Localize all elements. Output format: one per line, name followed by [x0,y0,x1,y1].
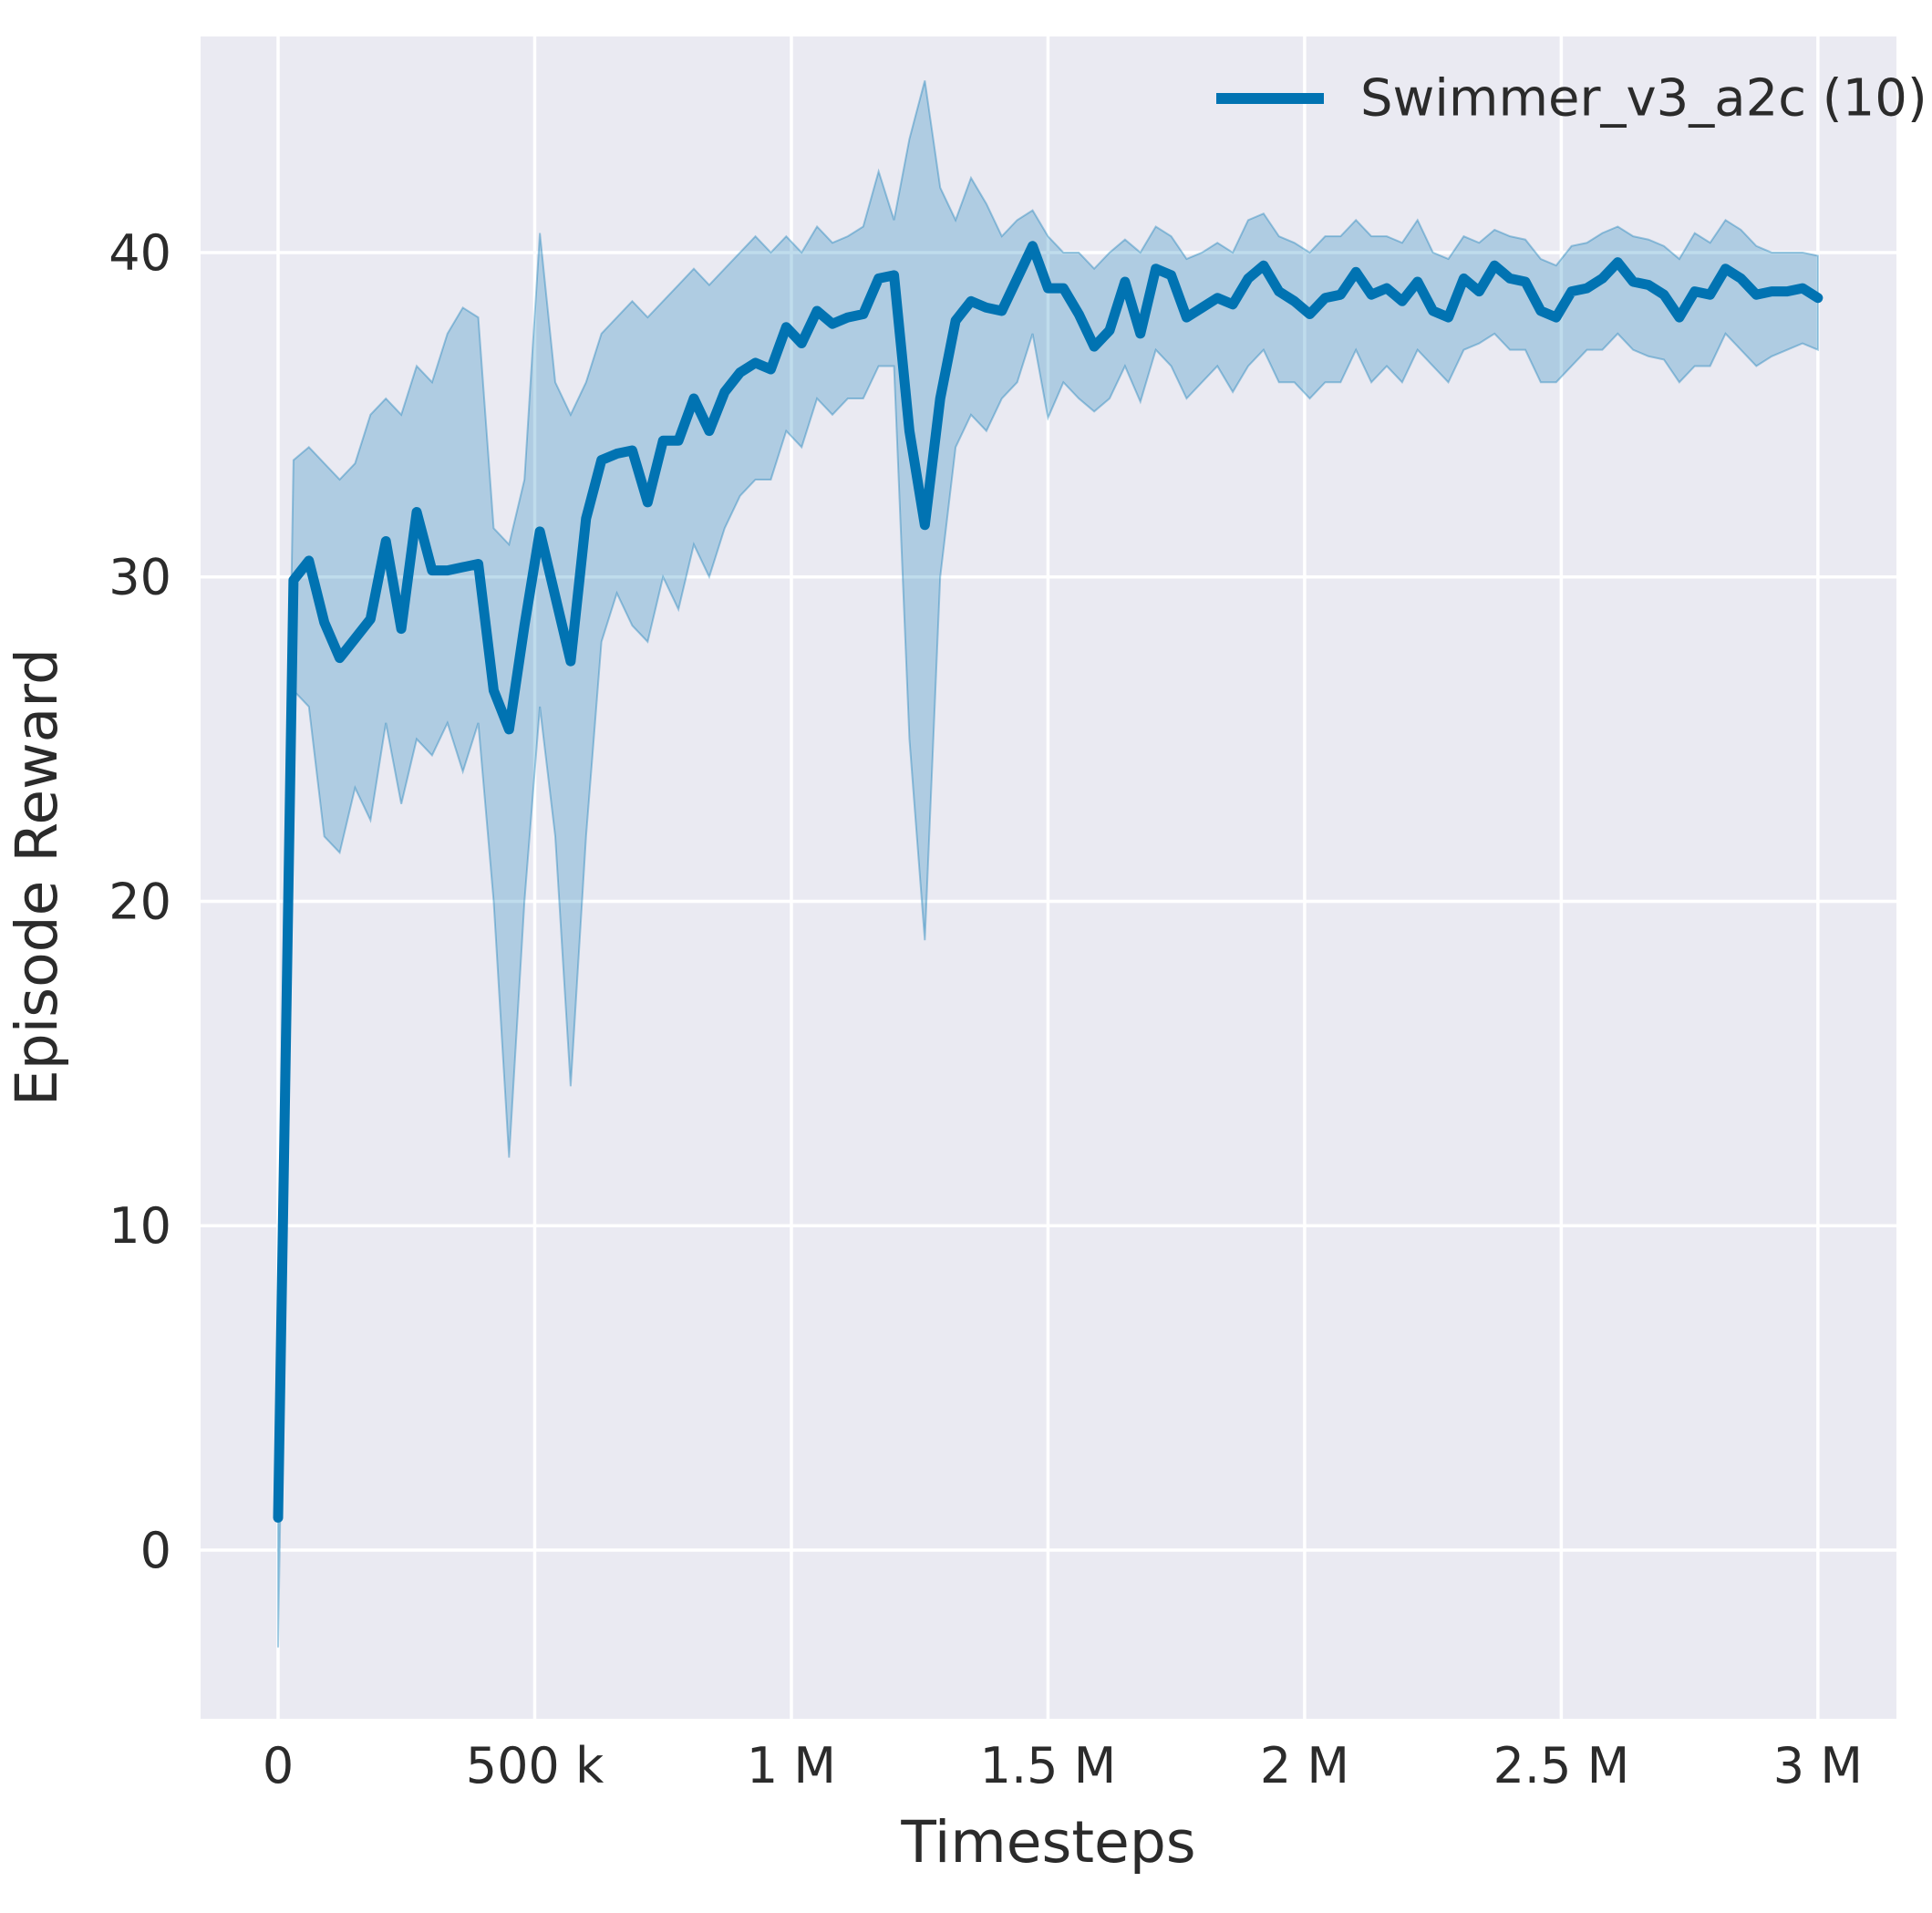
y-tick-label: 40 [108,224,171,282]
x-tick-label: 1.5 M [980,1737,1117,1794]
y-tick-label: 0 [140,1522,171,1579]
y-tick-labels: 0 10 20 30 40 [108,224,171,1579]
x-tick-label: 1 M [747,1737,836,1794]
x-tick-label: 2.5 M [1493,1737,1630,1794]
grid [201,36,1896,1719]
x-tick-label: 2 M [1260,1737,1349,1794]
confidence-band [277,80,1819,1648]
y-axis-label: Episode Reward [4,648,70,1106]
x-tick-labels: 0 500 k 1 M 1.5 M 2 M 2.5 M 3 M [263,1737,1863,1794]
x-tick-label: 500 k [466,1737,604,1794]
x-axis-label: Timesteps [900,1809,1195,1876]
legend: Swimmer_v3_a2c (10) [1216,69,1927,129]
mean-line [273,241,1824,1523]
legend-label: Swimmer_v3_a2c (10) [1360,69,1927,129]
y-tick-label: 20 [108,873,171,930]
y-tick-label: 30 [108,549,171,606]
x-tick-label: 3 M [1773,1737,1863,1794]
y-tick-label: 10 [108,1197,171,1255]
x-tick-label: 0 [263,1737,294,1794]
